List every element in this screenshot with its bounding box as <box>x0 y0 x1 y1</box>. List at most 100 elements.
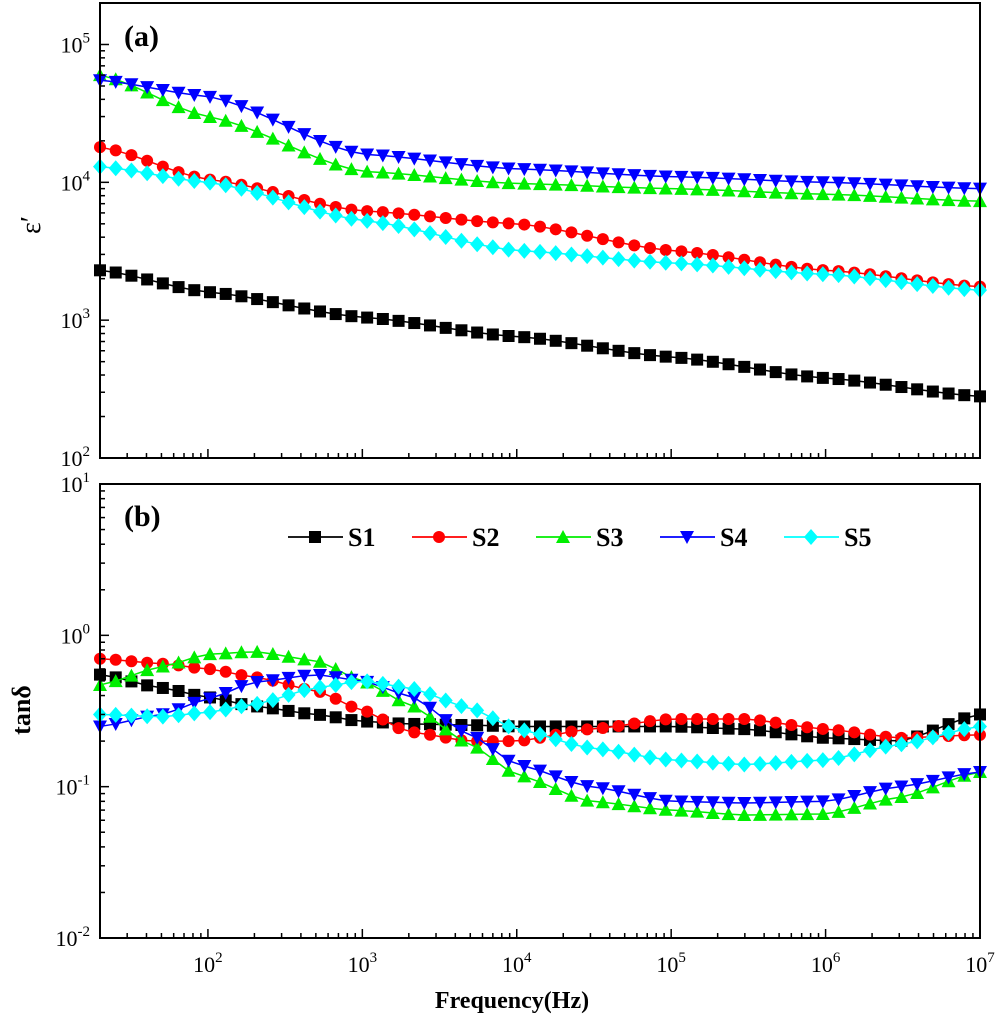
panel-b-point-S5-12 <box>281 686 296 703</box>
panel-b-point-S1-54 <box>942 718 955 731</box>
panel-b-point-S5-27 <box>517 722 532 739</box>
panel-b-point-S3-26 <box>501 763 516 777</box>
panel-b-point-S5-14 <box>313 679 327 696</box>
panel-a-point-S3-12 <box>281 138 296 152</box>
panel-a-point-S1-51 <box>895 381 908 394</box>
panel-b-point-S2-34 <box>628 717 641 730</box>
panel-a-point-S5-6 <box>187 172 202 189</box>
panel-a-point-S5-29 <box>548 245 563 262</box>
panel-a-point-S3-33 <box>611 180 626 194</box>
panel-a-point-S5-12 <box>281 194 296 211</box>
panel-b-point-S1-45 <box>801 730 814 743</box>
panel-b-point-S3-38 <box>690 804 705 818</box>
panel-a-point-S2-39 <box>706 248 719 261</box>
panel-b-point-S3-14 <box>313 654 327 668</box>
panel-a-point-S2-26 <box>502 217 515 230</box>
panel-a-point-S4-12 <box>281 120 296 134</box>
panel-a-point-S5-13 <box>297 199 312 216</box>
panel-b-point-S5-17 <box>360 673 375 690</box>
panel-a-point-S1-20 <box>408 317 421 330</box>
panel-b-point-S5-7 <box>203 704 217 721</box>
panel-b-point-S5-31 <box>580 739 595 756</box>
panel-b-point-S5-33 <box>611 743 626 760</box>
legend-label-S3: S3 <box>596 523 623 552</box>
legend-marker-S2 <box>433 531 445 543</box>
panel-b-point-S5-18 <box>375 675 390 692</box>
panel-b-point-S5-30 <box>564 736 579 753</box>
panel-b-point-S2-6 <box>188 661 201 674</box>
panel-a-point-S4-24 <box>470 159 485 173</box>
panel-a-point-S3-41 <box>737 184 752 198</box>
panel-b-point-S5-3 <box>140 708 155 725</box>
panel-a-point-S3-19 <box>391 166 406 180</box>
panel-a-point-S4-53 <box>925 180 940 194</box>
panel-a-point-S1-24 <box>471 326 484 339</box>
panel-b-point-S5-20 <box>407 680 422 697</box>
panel-b-point-S1-17 <box>361 715 374 728</box>
panel-b-point-S5-47 <box>831 750 846 767</box>
panel-a-point-S4-20 <box>407 152 422 166</box>
panel-b-point-S3-12 <box>281 649 296 663</box>
panel-a-point-S3-49 <box>863 188 877 202</box>
panel-b-point-S4-10 <box>250 676 265 690</box>
panel-a-point-S1-16 <box>345 310 358 323</box>
panel-a-point-S1-37 <box>675 351 688 364</box>
legend-item-S4: S4 <box>660 523 747 552</box>
panel-b-point-S3-2 <box>124 668 139 682</box>
panel-a-marks <box>93 68 987 403</box>
panel-a-point-S4-40 <box>721 172 736 186</box>
panel-b-point-S2-46 <box>816 722 829 735</box>
panel-b-point-S3-41 <box>737 807 752 821</box>
panel-a-point-S1-42 <box>754 363 766 376</box>
panel-a-point-S2-37 <box>675 245 688 258</box>
panel-a-point-S1-40 <box>722 358 735 371</box>
legend-label-S4: S4 <box>720 523 747 552</box>
panel-a-point-S5-47 <box>831 267 846 284</box>
panel-a-point-S1-23 <box>455 324 468 337</box>
panel-b-point-S1-5 <box>172 684 185 697</box>
panel-b-point-S2-44 <box>785 719 798 732</box>
panel-b-point-S5-5 <box>171 707 186 724</box>
panel-b-point-S2-17 <box>361 705 374 718</box>
panel-a-point-S4-25 <box>485 161 500 175</box>
panel-b-y-tick-label: 101 <box>61 470 91 497</box>
panel-a-point-S3-48 <box>847 188 862 202</box>
panel-a-point-S5-46 <box>815 266 830 283</box>
panel-a-point-S1-55 <box>958 389 971 402</box>
panel-a-point-S2-34 <box>628 239 641 252</box>
panel-a-point-S1-38 <box>691 353 704 366</box>
panel-b-point-S2-8 <box>219 665 232 678</box>
panel-a-point-S5-5 <box>171 170 186 187</box>
panel-a: 102 103 104 105 (a) ε′ <box>16 2 987 471</box>
panel-a-point-S4-30 <box>564 165 579 179</box>
panel-a-point-S1-47 <box>832 373 845 386</box>
panel-a-point-S3-45 <box>800 186 815 200</box>
panel-b-point-S4-48 <box>847 790 862 804</box>
panel-a-point-S5-14 <box>313 203 327 220</box>
panel-a-point-S1-49 <box>864 376 876 389</box>
panel-b-label: (b) <box>124 500 161 533</box>
panel-a-point-S4-49 <box>863 177 877 191</box>
panel-a-point-S5-9 <box>234 180 249 197</box>
panel-b-point-S5-23 <box>454 698 469 715</box>
panel-a-point-S2-21 <box>424 210 436 223</box>
panel-a-point-S5-3 <box>140 165 155 182</box>
panel-b-frame <box>99 483 981 939</box>
panel-b-point-S4-9 <box>234 680 249 694</box>
panel-a-point-S5-33 <box>611 251 626 268</box>
panel-a-point-S1-33 <box>612 344 625 357</box>
panel-a-point-S3-7 <box>203 109 217 123</box>
panel-b-point-S3-39 <box>705 805 720 819</box>
panel-b-point-S4-45 <box>800 795 815 809</box>
panel-b-point-S2-32 <box>596 722 609 735</box>
panel-b-point-S5-48 <box>847 746 862 763</box>
panel-a-point-S1-28 <box>534 332 546 345</box>
panel-a-point-S3-6 <box>187 106 202 120</box>
panel-a-point-S4-11 <box>265 113 280 127</box>
panel-a-point-S2-35 <box>644 242 656 255</box>
panel-a-point-S1-29 <box>549 334 562 347</box>
panel-a-point-S5-42 <box>753 261 767 278</box>
panel-a-point-S1-12 <box>282 299 295 312</box>
panel-a-point-S4-31 <box>580 166 595 180</box>
panel-a-point-S5-51 <box>894 274 909 291</box>
